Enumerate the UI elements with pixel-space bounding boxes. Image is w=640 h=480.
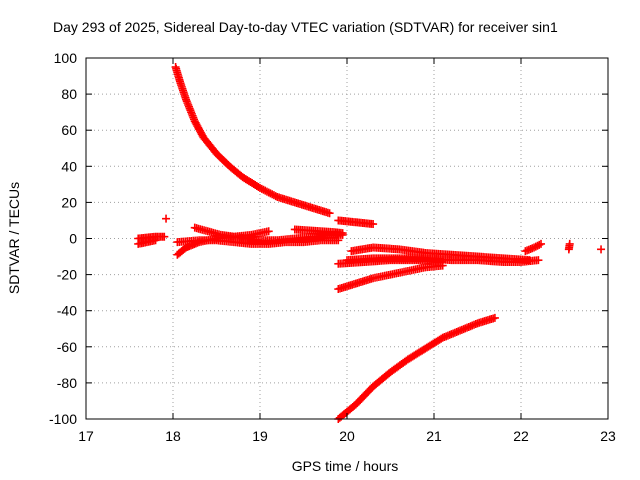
x-tick-label: 23 <box>600 428 616 444</box>
y-tick-label: -60 <box>57 339 77 355</box>
y-tick-label: 100 <box>54 50 78 66</box>
data-point <box>151 236 160 245</box>
grid <box>86 58 608 419</box>
data-point <box>259 185 268 194</box>
data-point <box>160 232 169 241</box>
y-tick-label: 60 <box>61 122 77 138</box>
data-point <box>264 227 273 236</box>
data-point <box>565 239 574 248</box>
data-point <box>530 243 539 252</box>
data-point <box>531 242 540 251</box>
y-axis-title: SDTVAR / TECUs <box>6 182 22 294</box>
y-tick-label: 40 <box>61 158 77 174</box>
data-point <box>490 313 499 322</box>
data-point <box>264 188 273 197</box>
axes <box>85 57 609 420</box>
data-point <box>266 189 275 198</box>
x-tick-label: 22 <box>513 428 529 444</box>
y-tick-label: 0 <box>69 231 77 247</box>
x-tick-labels: 17 18 19 20 21 22 23 <box>78 428 616 444</box>
data-point <box>271 192 280 201</box>
data-point <box>338 229 347 238</box>
data-point <box>535 240 544 249</box>
x-tick-label: 18 <box>165 428 181 444</box>
x-tick-label: 20 <box>339 428 355 444</box>
data-point <box>268 190 277 199</box>
data-point <box>262 187 271 196</box>
data-point <box>269 191 278 200</box>
x-tick-label: 21 <box>426 428 442 444</box>
data-point <box>534 256 543 265</box>
y-tick-label: -100 <box>49 411 77 427</box>
x-tick-label: 17 <box>78 428 94 444</box>
data-point <box>597 245 606 254</box>
y-tick-label: 80 <box>61 86 77 102</box>
data-point <box>325 209 334 218</box>
x-tick-label: 19 <box>252 428 268 444</box>
data-markers <box>134 63 606 423</box>
y-tick-label: -20 <box>57 267 77 283</box>
y-tick-label: 20 <box>61 194 77 210</box>
chart-title: Day 293 of 2025, Sidereal Day-to-day VTE… <box>53 19 558 35</box>
y-tick-label: -40 <box>57 303 77 319</box>
y-tick-labels: -100 -80 -60 -40 -20 0 20 40 60 80 100 <box>49 50 77 427</box>
data-point <box>162 214 171 223</box>
data-point <box>257 184 266 193</box>
data-point <box>261 186 270 195</box>
data-point <box>369 220 378 229</box>
data-point <box>533 241 542 250</box>
x-axis-title: GPS time / hours <box>292 458 399 474</box>
data-point <box>438 257 447 266</box>
data-point <box>256 183 264 192</box>
data-point <box>537 239 546 248</box>
y-tick-label: -80 <box>57 375 77 391</box>
